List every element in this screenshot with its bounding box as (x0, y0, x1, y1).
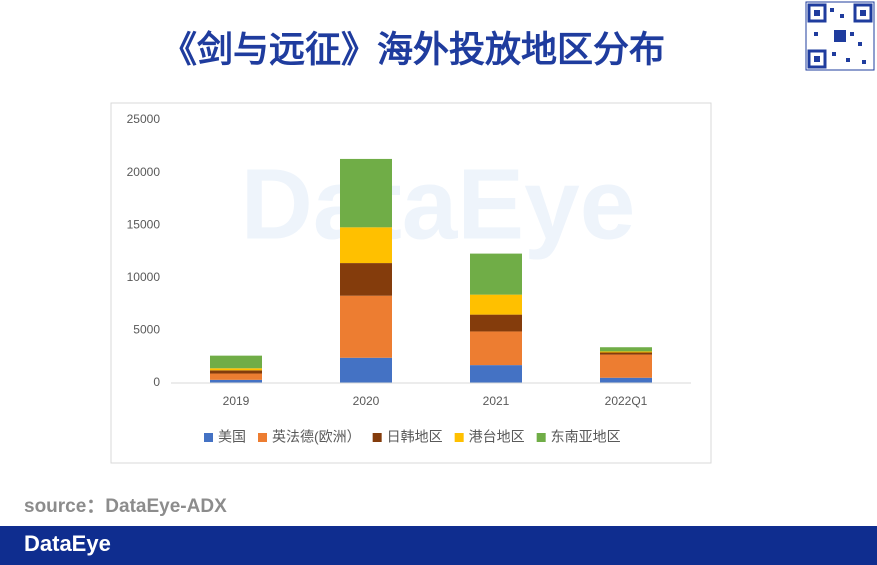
bar-segment (470, 331, 522, 366)
plot: 0 5000 10000 15000 20000 25000 2019 2020 2021 202… (127, 112, 652, 445)
legend-label: 日韩地区 (387, 429, 443, 445)
x-tick-label: 2020 (353, 394, 380, 408)
bar-segment (600, 347, 652, 352)
legend-swatch (372, 433, 382, 442)
bar-segment (210, 355, 262, 369)
legend-label: 美国 (218, 429, 246, 445)
chart-frame (110, 102, 712, 464)
bar-segment (210, 379, 262, 383)
qr-code (805, 1, 875, 71)
bar-segment (600, 377, 652, 383)
bar-segment (340, 227, 392, 264)
bar-segment (470, 365, 522, 383)
bar-segment (210, 373, 262, 380)
bar-segment (470, 314, 522, 332)
bar-segment (340, 295, 392, 358)
legend-label: 东南亚地区 (551, 429, 621, 445)
footer-logo: DataEye (24, 531, 111, 556)
bar-segment (210, 370, 262, 374)
y-tick-label: 15000 (127, 217, 161, 231)
bar-segment (470, 294, 522, 315)
footer-bar (0, 526, 877, 565)
bar-segment (340, 263, 392, 296)
bar-segment (340, 158, 392, 228)
legend-swatch (454, 433, 464, 442)
y-tick-label: 5000 (133, 323, 160, 337)
bar-segment (470, 253, 522, 295)
y-tick-label: 20000 (127, 165, 161, 179)
bar-segment (340, 357, 392, 383)
y-tick-label: 25000 (127, 112, 161, 126)
page-title: 《剑与远征》海外投放地区分布 (161, 29, 665, 70)
bar-segment (600, 351, 652, 353)
bar-segment (600, 352, 652, 355)
legend-swatch (204, 433, 213, 442)
y-tick-label: 10000 (127, 270, 161, 284)
legend-label: 英法德(欧洲） (272, 429, 361, 445)
source: source：DataEye-ADX (24, 496, 227, 517)
legend-swatch (258, 433, 267, 442)
legend-swatch (536, 433, 546, 442)
bar-segment (600, 354, 652, 378)
x-tick-label: 2022Q1 (605, 394, 648, 408)
x-tick-label: 2019 (223, 394, 250, 408)
bar-segment (210, 368, 262, 371)
watermark: DataEye (241, 148, 636, 260)
x-tick-label: 2021 (483, 394, 510, 408)
y-tick-label: 0 (153, 375, 160, 389)
legend-label: 港台地区 (469, 429, 525, 445)
